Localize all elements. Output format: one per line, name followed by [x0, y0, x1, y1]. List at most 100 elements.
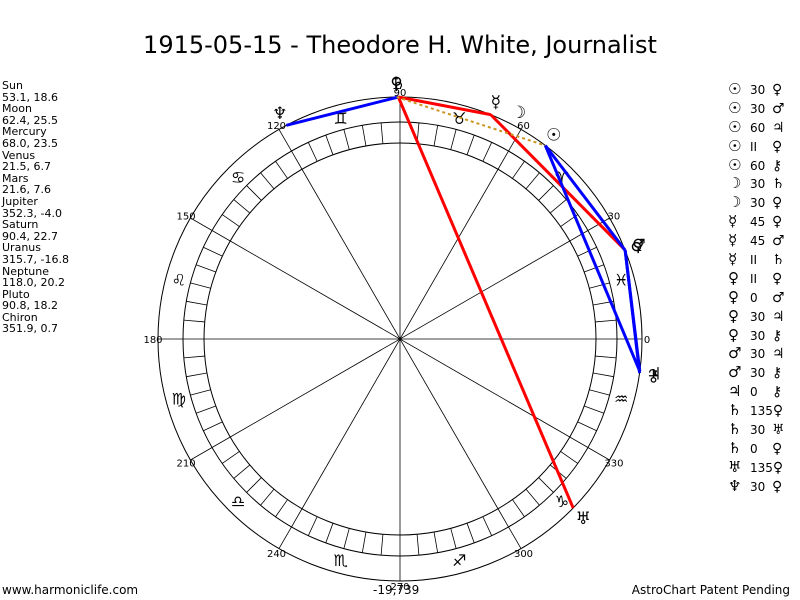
- degree-tick: [549, 199, 567, 214]
- degree-label: 30: [608, 212, 621, 223]
- planet-name-mercury: Mercury: [2, 125, 47, 139]
- degree-label: 180: [143, 335, 162, 346]
- aspect-row: ☽ 30 ♀: [728, 193, 800, 212]
- aspect-row: ♀ 0 ♂: [728, 288, 800, 307]
- aspect-planet-1-glyph: ♂: [728, 344, 742, 363]
- aspect-angle: 135: [750, 404, 773, 419]
- footer-day-number: -19,739: [373, 583, 420, 597]
- aspect-angle: II: [750, 253, 758, 268]
- degree-tick: [416, 534, 420, 556]
- aspect-row: ☿ II ♄: [728, 250, 800, 269]
- planet-position-venus: 21.5, 6.7: [2, 160, 51, 174]
- planet-name-saturn: Saturn: [2, 218, 39, 232]
- planet-glyph: ♀: [390, 74, 402, 94]
- aspect-planet-1-glyph: ☉: [728, 136, 742, 155]
- aspect-row: ♃ 0 ⚷: [728, 382, 800, 401]
- degree-tick: [183, 319, 205, 323]
- aspect-planet-1-glyph: ☽: [728, 193, 742, 212]
- planet-name-jupiter: Jupiter: [2, 194, 38, 208]
- aspect-line: [623, 250, 642, 374]
- degree-tick: [186, 300, 208, 306]
- aspect-planet-1-glyph: ♂: [728, 363, 742, 382]
- aspect-planet-1-glyph: ♀: [728, 325, 739, 344]
- degree-tick: [222, 214, 240, 227]
- aspect-planet-2-glyph: ♀: [772, 459, 784, 476]
- aspect-row: ☿ 45 ♂: [728, 231, 800, 250]
- aspect-planet-2-glyph: ♀: [772, 82, 783, 98]
- planet-position-mercury: 68.0, 23.5: [2, 136, 58, 150]
- aspect-row: ♄ 30 ♅: [728, 420, 800, 439]
- aspect-row: ♄ 135♀: [728, 401, 800, 420]
- footer-patent-note: AstroChart Patent Pending: [631, 583, 790, 597]
- zodiac-sign-glyph: ♒: [614, 389, 628, 408]
- degree-tick: [291, 150, 303, 170]
- aspect-planet-2-glyph: ♀: [772, 440, 783, 457]
- planet-name-venus: Venus: [2, 148, 36, 162]
- aspect-planet-1-glyph: ♃: [728, 382, 742, 401]
- aspect-row: ☉ 60 ⚷: [728, 156, 800, 175]
- aspect-angle: 30: [750, 177, 766, 192]
- aspect-angle: 30: [750, 479, 766, 494]
- aspect-angle: 60: [750, 120, 766, 135]
- aspect-planet-1-glyph: ☉: [728, 80, 742, 98]
- planet-glyph: ☽: [511, 103, 526, 123]
- planet-glyph: ♅: [576, 509, 591, 529]
- aspect-planet-1-glyph: ☉: [728, 117, 742, 136]
- footer-website: www.harmoniclife.com: [2, 583, 139, 597]
- degree-tick: [291, 508, 303, 528]
- degree-tick: [450, 528, 457, 549]
- aspect-row: ♀ 30 ⚷: [728, 326, 800, 345]
- degree-tick: [433, 531, 439, 553]
- aspect-row: ♂ 30 ⚷: [728, 363, 800, 382]
- degree-tick: [584, 405, 605, 414]
- zodiac-sign-glyph: ♏: [334, 551, 348, 570]
- aspect-planet-1-glyph: ☉: [728, 98, 742, 117]
- aspect-row: ☉ 30 ♀: [728, 80, 800, 99]
- aspect-row: ♀ 30 ♃: [728, 307, 800, 326]
- aspect-planet-2-glyph: ♄: [772, 252, 785, 269]
- degree-tick: [203, 246, 223, 257]
- planet-position-moon: 62.4, 25.5: [2, 113, 58, 127]
- degree-label: 300: [514, 549, 533, 560]
- degree-tick: [190, 389, 211, 396]
- degree-label: 270: [390, 582, 409, 593]
- degree-tick: [512, 161, 525, 179]
- planet-name-chiron: Chiron: [2, 310, 38, 324]
- sign-divider: [190, 447, 213, 461]
- planet-name-neptune: Neptune: [2, 264, 50, 278]
- aspect-angle: 30: [750, 101, 766, 116]
- aspect-list: ☉ 30 ♀ ☉ 30 ♂ ☉ 60 ♃ ☉ II ♀ ☉ 60 ⚷ ☽ 30 ♄ ☽ 30 ♀ ☿ 45 ♀ ☿ 45 ♂ ☿ II ♄…: [728, 80, 800, 496]
- degree-tick: [525, 172, 540, 190]
- aspect-line: [543, 144, 642, 373]
- degree-tick: [380, 122, 384, 144]
- aspect-angle: 30: [750, 309, 766, 324]
- aspect-row: ♅ 135♀: [728, 458, 800, 477]
- aspect-angle: II: [750, 271, 758, 286]
- aspect-planet-1-glyph: ☿: [728, 250, 738, 269]
- aspect-planet-1-glyph: ☉: [728, 155, 742, 174]
- chart-title: 1915-05-15 - Theodore H. White, Journali…: [143, 31, 657, 59]
- aspect-planet-2-glyph: ♂: [772, 233, 785, 250]
- degree-tick: [260, 172, 275, 190]
- degree-tick: [466, 134, 475, 155]
- degree-tick: [325, 134, 334, 155]
- degree-tick: [497, 508, 509, 528]
- aspect-angle: 30: [750, 196, 766, 211]
- degree-label: 330: [604, 459, 623, 470]
- degree-tick: [211, 436, 231, 448]
- aspect-line: [396, 96, 546, 147]
- planet-glyph: ☿: [491, 93, 501, 113]
- degree-tick: [233, 199, 251, 214]
- sign-divider: [587, 447, 610, 461]
- aspect-row: ☿ 45 ♀: [728, 212, 800, 231]
- aspect-angle: 30: [750, 83, 766, 97]
- aspect-planet-1-glyph: ♄: [728, 401, 742, 420]
- degree-label: 60: [517, 121, 530, 132]
- degree-tick: [589, 389, 610, 396]
- aspect-planet-1-glyph: ♄: [728, 438, 742, 457]
- house-spoke: [230, 240, 570, 438]
- degree-tick: [183, 355, 205, 359]
- aspect-planet-2-glyph: ♅: [772, 422, 785, 439]
- degree-tick: [233, 464, 251, 479]
- aspect-planet-2-glyph: ♀: [772, 270, 783, 287]
